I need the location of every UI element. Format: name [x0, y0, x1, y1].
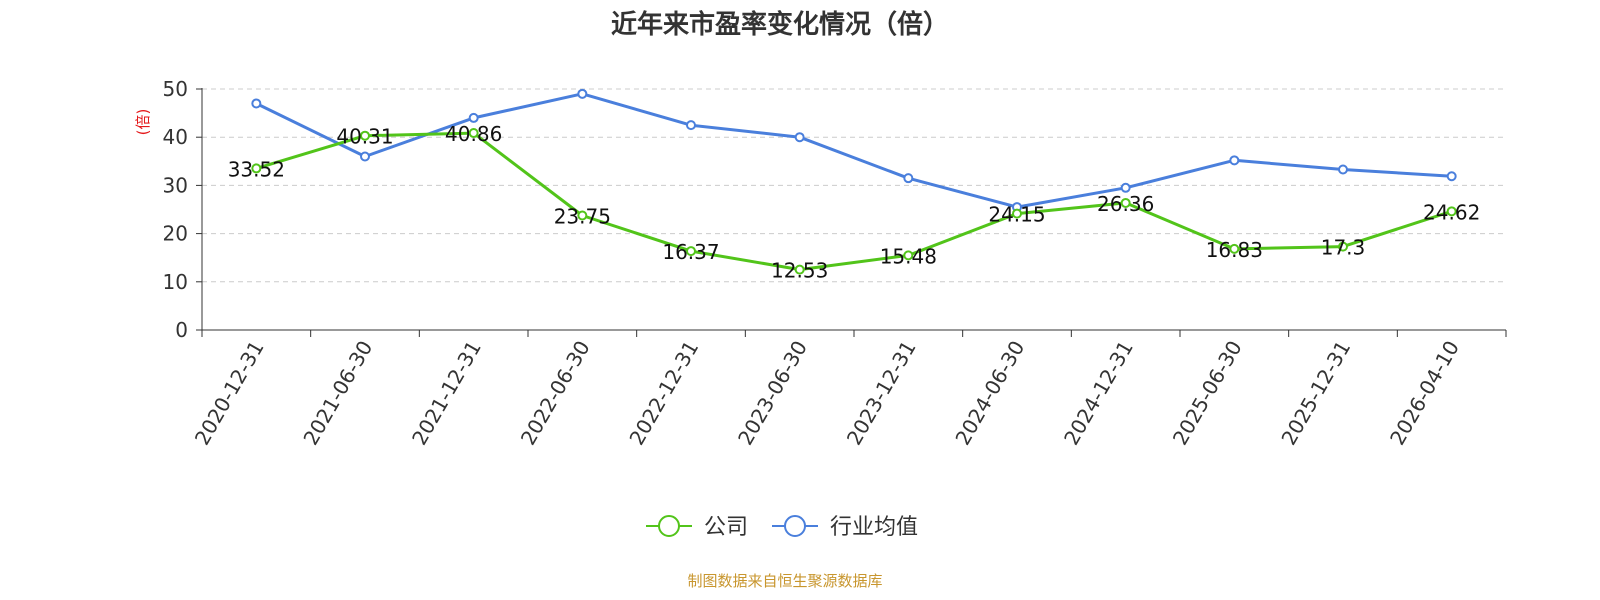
x-tick-label: 2021-12-31	[407, 336, 486, 449]
data-point-1	[1229, 155, 1240, 166]
x-tick-label: 2024-06-30	[950, 337, 1029, 450]
data-label: 24.62	[1423, 200, 1480, 224]
data-point-1	[794, 132, 805, 143]
legend-swatch-marker	[658, 515, 680, 537]
data-point-0	[577, 210, 588, 221]
data-label: 33.52	[228, 157, 285, 181]
data-label: 17.3	[1321, 236, 1366, 260]
data-point-1	[468, 112, 479, 123]
data-labels: 33.52 40.31 40.86 23.75 16.37 12.53 15.48 24.15…	[228, 122, 1481, 283]
y-tick-label: 30	[163, 173, 188, 197]
data-point-1	[1338, 164, 1348, 175]
data-label: 12.53	[771, 259, 828, 283]
legend[interactable]: 公司 行业均值	[646, 515, 918, 540]
x-tick-label: 2026-04-10	[1385, 337, 1464, 450]
data-label: 40.31	[336, 125, 393, 149]
x-tick-label: 2025-12-31	[1276, 337, 1355, 450]
data-point-1	[251, 98, 262, 109]
x-tick-label: 2023-12-31	[842, 336, 921, 449]
data-point-1	[1446, 171, 1457, 182]
series-lines	[251, 88, 1457, 275]
y-tick-label: 10	[163, 270, 188, 294]
data-label: 16.83	[1206, 238, 1263, 262]
y-tick-label: 20	[163, 222, 188, 246]
x-tick-label: 2025-06-30	[1168, 337, 1247, 450]
data-point-1	[903, 173, 914, 184]
data-label: 40.86	[445, 122, 502, 146]
data-point-0	[1120, 197, 1131, 208]
data-point-0	[251, 163, 262, 174]
data-point-0	[468, 128, 479, 139]
grid-lines	[202, 88, 1506, 283]
y-tick-label: 50	[163, 77, 188, 101]
data-point-1	[360, 151, 370, 162]
series-line-0	[255, 131, 1453, 272]
x-tick-label: 2020-12-31	[190, 337, 269, 450]
data-point-0	[903, 250, 914, 261]
chart-title: 近年来市盈率变化情况（倍）	[611, 9, 949, 40]
legend-label: 行业均值	[830, 515, 918, 540]
x-tick-label: 2022-06-30	[516, 337, 595, 450]
x-tick-label: 2023-06-30	[733, 337, 812, 450]
data-label: 26.36	[1097, 192, 1154, 216]
series-line-1	[255, 92, 1452, 209]
data-point-0	[794, 264, 805, 275]
legend-label: 公司	[704, 515, 748, 540]
source-note: 制图数据来自恒生聚源数据库	[687, 572, 882, 590]
x-tick-label: 2021-06-30	[298, 337, 377, 450]
x-tick-label: 2022-12-31	[624, 337, 703, 450]
data-point-0	[686, 246, 696, 257]
data-label: 16.37	[662, 240, 719, 264]
data-point-1	[686, 120, 696, 131]
data-point-0	[360, 130, 370, 141]
data-label: 15.48	[880, 244, 937, 268]
data-label: 23.75	[554, 205, 611, 229]
legend-swatch-marker	[784, 515, 806, 537]
data-point-0	[1229, 243, 1240, 254]
data-label: 24.15	[988, 203, 1045, 227]
y-tick-label: 40	[163, 125, 188, 149]
y-axis-label: (倍)	[134, 109, 152, 136]
data-point-0	[1446, 206, 1457, 217]
data-point-1	[1120, 182, 1131, 193]
data-point-1	[577, 88, 588, 99]
x-tick-label: 2024-12-31	[1059, 337, 1138, 450]
data-point-0	[1338, 241, 1348, 252]
y-tick-label: 0	[175, 318, 188, 342]
data-point-0	[1012, 208, 1022, 219]
